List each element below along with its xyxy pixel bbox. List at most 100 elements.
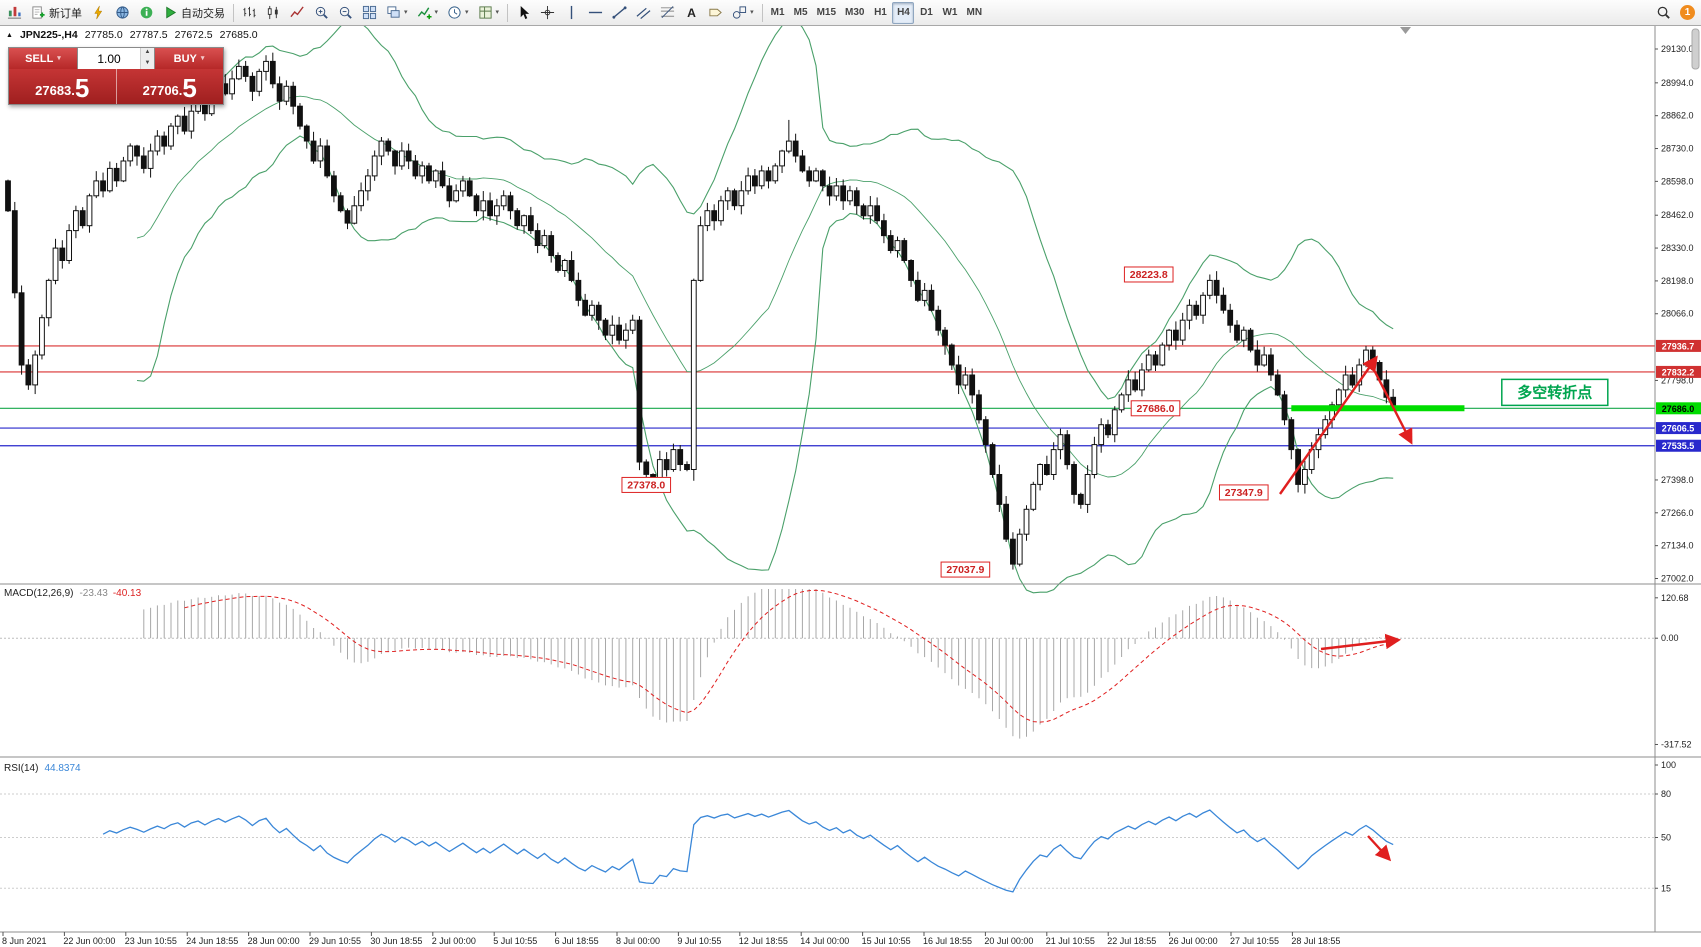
toolbar-zoom-in-button[interactable]	[310, 2, 333, 24]
toolbar-periods-button[interactable]: ▾	[443, 2, 473, 24]
price-label-annotations[interactable]: 28223.8 27686.0 27378.0 27347.9 27037.9	[621, 266, 1269, 578]
svg-text:22 Jul 18:55: 22 Jul 18:55	[1107, 936, 1156, 946]
toolbar-zoom-out-button[interactable]	[334, 2, 357, 24]
notification-badge[interactable]: 1	[1680, 5, 1695, 20]
new-order-icon	[31, 5, 46, 20]
toolbar-quick-trade-button[interactable]	[87, 2, 110, 24]
chart-scrollbar[interactable]	[1691, 28, 1700, 70]
rsi-line	[102, 809, 1394, 893]
svg-text:28994.0: 28994.0	[1661, 78, 1694, 88]
volume-input[interactable]	[78, 48, 140, 69]
hline-icon	[588, 5, 603, 20]
toolbar-shapes-button[interactable]: ▾	[728, 2, 758, 24]
toolbar-timeframe-w1-button[interactable]: W1	[938, 2, 961, 24]
macd-histogram	[143, 589, 1394, 739]
buy-price-main: 27706.	[142, 83, 183, 98]
toolbar-vertical-line-button[interactable]	[560, 2, 583, 24]
rsi-label: RSI(14) 44.8374	[4, 763, 81, 774]
horizontal-level-lines[interactable]	[0, 345, 1655, 447]
svg-text:28862.0: 28862.0	[1661, 111, 1694, 121]
svg-text:27266.0: 27266.0	[1661, 508, 1694, 518]
svg-text:27002.0: 27002.0	[1661, 573, 1694, 583]
toolbar-tile-windows-button[interactable]	[358, 2, 381, 24]
bollinger-middle-band	[136, 95, 1394, 478]
toolbar-line-chart-button[interactable]	[286, 2, 309, 24]
svg-text:28330.0: 28330.0	[1661, 243, 1694, 253]
toolbar-text-button[interactable]: A	[680, 2, 703, 24]
svg-text:8 Jul 00:00: 8 Jul 00:00	[616, 936, 660, 946]
label-icon	[708, 5, 723, 20]
toolbar-search-button[interactable]	[1652, 2, 1675, 24]
svg-text:A: A	[687, 6, 696, 20]
play-icon	[163, 5, 178, 20]
symbol-ohlc-readout: ▲ JPN225-,H4 27785.0 27787.5 27672.5 276…	[6, 29, 258, 41]
toolbar-timeframe-h4-label: H4	[897, 7, 910, 18]
toolbar-timeframe-m15-button[interactable]: M15	[813, 2, 840, 24]
toolbar-trade-group: 新订单 自动交易	[3, 2, 229, 24]
svg-text:15 Jul 10:55: 15 Jul 10:55	[862, 936, 911, 946]
svg-text:27686.0: 27686.0	[1662, 404, 1695, 414]
toolbar-cursor-button[interactable]	[512, 2, 535, 24]
svg-text:28598.0: 28598.0	[1661, 176, 1694, 186]
chevron-down-icon: ▾	[750, 9, 754, 16]
toolbar-info-button[interactable]	[135, 2, 158, 24]
symbol-marker-icon: ▲	[6, 31, 13, 39]
toolbar-timeframe-m30-button[interactable]: M30	[841, 2, 868, 24]
svg-text:12 Jul 18:55: 12 Jul 18:55	[739, 936, 788, 946]
svg-text:50: 50	[1661, 833, 1671, 843]
svg-text:29 Jun 10:55: 29 Jun 10:55	[309, 936, 361, 946]
toolbar-auto-trading-button[interactable]: 自动交易	[159, 2, 229, 24]
sell-button[interactable]: SELL ▾	[9, 48, 77, 69]
toolbar-timeframe-m5-button[interactable]: M5	[790, 2, 812, 24]
turning-point-note[interactable]: 多空转折点	[1501, 378, 1609, 407]
svg-text:27798.0: 27798.0	[1661, 375, 1694, 385]
trend-arrows[interactable]	[1279, 355, 1413, 862]
toolbar-new-order-button[interactable]: 新订单	[27, 2, 86, 24]
chevron-down-icon: ▾	[404, 9, 408, 16]
price-chart-canvas[interactable]: 29130.0 28994.0 28862.0 28730.0 28598.0 28462…	[0, 26, 1701, 947]
toolbar-terminal-button[interactable]	[3, 2, 26, 24]
toolbar-text-label-button[interactable]	[704, 2, 727, 24]
panel-separators[interactable]	[0, 26, 1701, 933]
toolbar-arrange-charts-button[interactable]: ▾	[382, 2, 412, 24]
toolbar-candlestick-chart-button[interactable]	[262, 2, 285, 24]
line-icon	[290, 5, 305, 20]
toolbar-timeframe-m1-button[interactable]: M1	[767, 2, 789, 24]
buy-label: BUY	[173, 52, 197, 65]
toolbar-crosshair-button[interactable]	[536, 2, 559, 24]
volume-stepper[interactable]: ▲ ▼	[140, 48, 154, 69]
toolbar-templates-button[interactable]: ▾	[474, 2, 504, 24]
zoom-in-icon	[314, 5, 329, 20]
toolbar-market-depth-button[interactable]	[111, 2, 134, 24]
svg-text:27 Jul 10:55: 27 Jul 10:55	[1230, 936, 1279, 946]
toolbar-timeframe-d1-button[interactable]: D1	[915, 2, 937, 24]
toolbar-indicators-button[interactable]: ▾	[413, 2, 443, 24]
toolbar: 新订单 自动交易 ▾ ▾ ▾ ▾ A ▾ M1 M5 M15 M30 H1 H4 D1 W1 MN 1	[0, 0, 1701, 26]
sell-price[interactable]: 27683. 5	[9, 69, 117, 104]
toolbar-horizontal-line-button[interactable]	[584, 2, 607, 24]
tile-icon	[362, 5, 377, 20]
toolbar-equidistant-channel-button[interactable]	[632, 2, 655, 24]
chevron-down-icon: ▾	[465, 9, 469, 16]
chevron-down-icon: ▾	[200, 55, 205, 62]
sell-price-big-digit: 5	[74, 73, 90, 103]
price-tags: 27936.7 27832.2 27686.0 27606.5 27535.5	[1656, 339, 1701, 452]
toolbar-timeframe-h1-button[interactable]: H1	[869, 2, 891, 24]
svg-text:30 Jun 18:55: 30 Jun 18:55	[370, 936, 422, 946]
stepper-up-icon[interactable]: ▲	[141, 48, 154, 59]
chart-shift-marker	[1400, 27, 1411, 34]
timeframe-group: M1 M5 M15 M30 H1 H4 D1 W1 MN	[767, 1, 986, 24]
toolbar-trendline-button[interactable]	[608, 2, 631, 24]
toolbar-timeframe-h4-button[interactable]: H4	[892, 1, 915, 24]
toolbar-timeframe-d1-label: D1	[920, 7, 933, 18]
buy-price[interactable]: 27706. 5	[117, 69, 224, 104]
svg-text:28 Jul 18:55: 28 Jul 18:55	[1291, 936, 1340, 946]
chevron-down-icon: ▾	[434, 9, 439, 16]
time-axis[interactable]: 8 Jun 2021 22 Jun 00:00 23 Jun 10:55 24 Jun…	[2, 932, 1340, 946]
stepper-down-icon[interactable]: ▼	[141, 58, 154, 69]
toolbar-bar-chart-button[interactable]	[238, 2, 261, 24]
toolbar-timeframe-mn-button[interactable]: MN	[962, 2, 986, 24]
buy-button[interactable]: BUY ▾	[155, 48, 223, 69]
toolbar-fibonacci-button[interactable]	[656, 2, 679, 24]
toolbar-timeframe-mn-label: MN	[966, 7, 983, 18]
